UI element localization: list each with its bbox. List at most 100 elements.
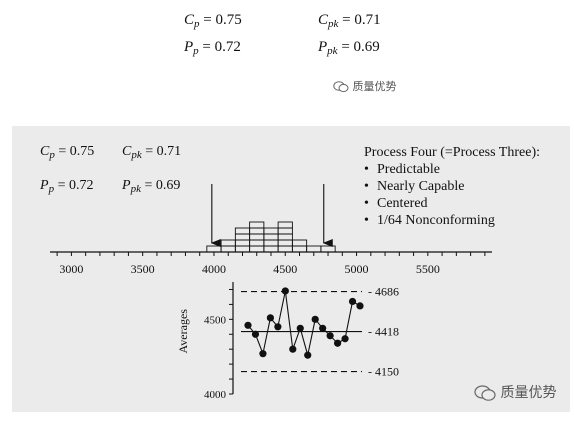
histogram-cell [220, 239, 236, 247]
watermark-top: 质量优势 [333, 78, 397, 94]
histogram-bar [263, 227, 279, 253]
average-point [289, 345, 297, 353]
x-tick-label: 3000 [59, 262, 83, 276]
histogram-cell [234, 245, 251, 253]
histogram-cell [291, 245, 308, 253]
average-point [266, 314, 274, 322]
note-item: Centered [364, 195, 540, 212]
histogram-bar [249, 221, 265, 253]
panel-cp-value: = 0.75 [58, 144, 95, 159]
histogram-cell [249, 227, 265, 235]
panel-pp-value: = 0.72 [57, 178, 94, 193]
process-figure: 3000 3500 4000 4500 5000 5500 4000 4500 Average… [50, 184, 492, 401]
cpk-symbol: C [318, 12, 329, 28]
top-cpk: Cpk = 0.71 [318, 12, 381, 30]
histogram-cell [234, 227, 251, 235]
ppk-subscript: pk [327, 45, 338, 57]
histogram-cell [277, 239, 293, 247]
histogram-bar [234, 227, 251, 253]
average-point [356, 302, 364, 310]
histogram-bar [277, 221, 293, 253]
average-point [259, 350, 267, 358]
panel-cp-symbol: C [40, 144, 50, 159]
wechat-icon [333, 81, 349, 93]
center-line-label: - 4418 [368, 325, 399, 339]
panel-ppk-symbol: P [122, 178, 131, 193]
wechat-icon [474, 384, 496, 401]
histogram-bar [320, 245, 336, 253]
histogram-cell [234, 233, 251, 241]
histogram: 3000 3500 4000 4500 5000 5500 [50, 184, 492, 276]
panel-cp: Cp = 0.75 [40, 144, 94, 161]
histogram-cell [249, 245, 265, 253]
histogram-bar [306, 245, 322, 253]
average-point [251, 330, 260, 338]
histogram-bar [220, 239, 236, 253]
panel-cp-subscript: p [49, 149, 55, 161]
average-point [244, 321, 252, 329]
watermark-bottom: 质量优势 [474, 382, 556, 402]
cpk-subscript: pk [328, 18, 339, 30]
average-point [341, 335, 349, 343]
ppk-symbol: P [318, 39, 328, 55]
panel-ppk-subscript: pk [130, 183, 141, 195]
cp-symbol: C [184, 12, 195, 28]
average-point [311, 315, 319, 323]
average-point [319, 324, 327, 332]
cp-subscript: p [194, 18, 200, 30]
histogram-cell [234, 239, 251, 247]
histogram-cell [206, 245, 222, 253]
x-tick-label: 4500 [273, 262, 297, 276]
x-tick-label: 5500 [416, 262, 440, 276]
average-point [334, 339, 342, 347]
panel-cpk-symbol: C [122, 144, 132, 159]
cpk-value: = 0.71 [342, 12, 381, 28]
histogram-cell [263, 227, 279, 235]
histogram-bar [206, 245, 222, 253]
watermark-top-text: 质量优势 [352, 80, 397, 93]
panel-cpk-value: = 0.71 [145, 144, 182, 159]
note-item: Nearly Capable [364, 178, 540, 195]
cp-value: = 0.75 [203, 12, 242, 28]
process-notes-title: Process Four (=Process Three): [364, 145, 540, 160]
panel-ppk-value: = 0.69 [144, 178, 181, 193]
histogram-bar [291, 239, 308, 253]
histogram-cell [277, 245, 293, 253]
y-tick-label: 4500 [204, 314, 227, 326]
control-chart: 4000 4500 Averages - 4686 - 4418 - 4150 [176, 282, 399, 401]
figure-panel: Cp = 0.75 Cpk = 0.71 Pp = 0.72 Ppk = 0.6… [12, 126, 570, 412]
lower-control-limit-label: - 4150 [368, 365, 399, 379]
ppk-value: = 0.69 [341, 39, 380, 55]
average-point [326, 332, 334, 340]
histogram-cell [220, 245, 236, 253]
top-cp: Cp = 0.75 [184, 12, 242, 30]
process-notes-list: Predictable Nearly Capable Centered 1/64… [364, 161, 540, 229]
panel-cpk-subscript: pk [131, 149, 142, 161]
x-tick-label: 3500 [131, 262, 155, 276]
averages-line [247, 290, 361, 356]
histogram-cell [263, 245, 279, 253]
top-ppk: Ppk = 0.69 [318, 39, 380, 57]
y-tick-label: 4000 [204, 389, 227, 401]
histogram-cell [249, 233, 265, 241]
histogram-cell [263, 233, 279, 241]
panel-pp-subscript: p [48, 183, 55, 195]
histogram-cell [306, 245, 322, 253]
panel-pp-symbol: P [40, 178, 49, 193]
histogram-cell [291, 239, 308, 247]
average-point [296, 324, 304, 332]
average-point [348, 297, 357, 306]
note-item: 1/64 Nonconforming [364, 212, 540, 229]
pp-value: = 0.72 [202, 39, 241, 55]
pp-symbol: P [184, 39, 194, 55]
watermark-bottom-text: 质量优势 [500, 385, 557, 401]
panel-ppk: Ppk = 0.69 [122, 178, 180, 195]
note-item: Predictable [364, 161, 540, 178]
histogram-cell [277, 233, 293, 241]
top-pp: Pp = 0.72 [184, 39, 241, 57]
panel-cpk: Cpk = 0.71 [122, 144, 181, 161]
histogram-cell [263, 239, 279, 247]
y-axis-label: Averages [176, 309, 190, 354]
average-point [281, 287, 289, 295]
upper-control-limit-label: - 4686 [368, 285, 399, 299]
